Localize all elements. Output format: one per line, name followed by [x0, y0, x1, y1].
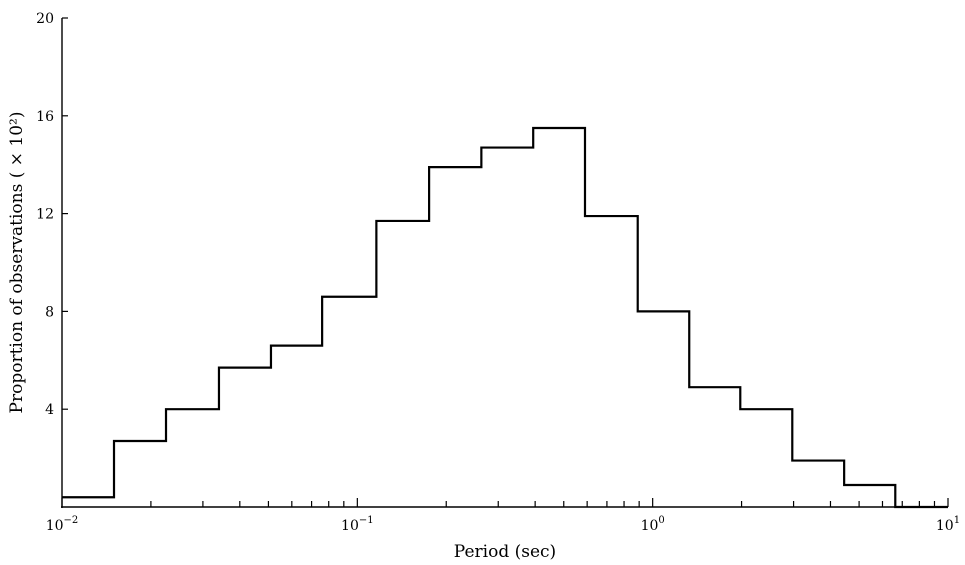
histogram-outline — [62, 126, 948, 509]
x-tick-label: 101 — [936, 515, 960, 534]
axes — [61, 18, 948, 508]
x-tick-base: 10 — [936, 518, 954, 534]
y-axis-title: Proportion of observations ( × 10²) — [7, 112, 27, 414]
x-axis-ticks: 10−2 10−1 100 101 — [46, 498, 960, 534]
x-axis-title: Period (sec) — [454, 542, 556, 562]
x-tick-base: 10 — [341, 518, 359, 534]
x-tick-exponent: −2 — [64, 515, 79, 526]
x-tick-label: 10−2 — [46, 515, 79, 534]
x-tick-label: 10−1 — [341, 515, 374, 534]
x-tick-base: 10 — [46, 518, 64, 534]
y-tick-label: 20 — [36, 11, 54, 27]
x-tick-exponent: 1 — [954, 515, 960, 526]
x-tick-label: 100 — [641, 515, 665, 534]
y-tick-label: 12 — [36, 207, 54, 223]
y-tick-label: 4 — [45, 402, 54, 418]
y-tick-label: 16 — [36, 109, 54, 125]
x-tick-base: 10 — [641, 518, 659, 534]
x-tick-exponent: 0 — [658, 515, 664, 526]
x-tick-exponent: −1 — [359, 515, 374, 526]
y-tick-label: 8 — [45, 304, 54, 320]
y-axis-ticks: 4 8 12 16 20 — [36, 11, 68, 418]
